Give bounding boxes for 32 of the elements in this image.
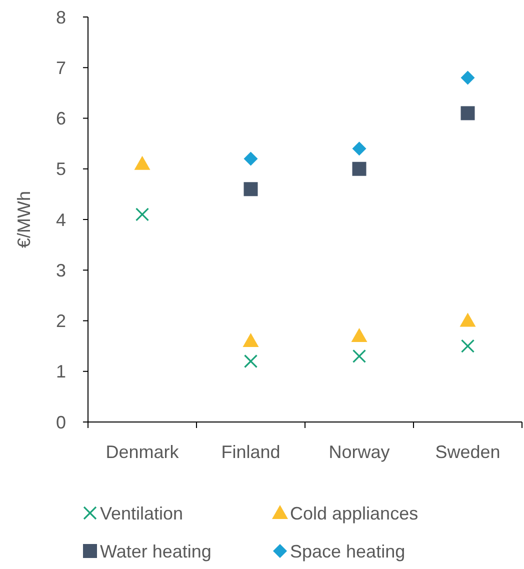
point: [244, 182, 258, 196]
point: [134, 156, 150, 170]
point: [244, 354, 258, 368]
y-tick-label: 6: [56, 108, 66, 129]
point: [352, 142, 366, 156]
point: [460, 312, 476, 327]
point: [242, 333, 259, 347]
legend-label: Ventilation: [100, 503, 184, 524]
point: [135, 208, 150, 222]
legend-label: Water heating: [100, 541, 212, 562]
y-tick-label: 5: [56, 159, 66, 180]
x-tick-label: Norway: [328, 442, 390, 462]
y-axis-title: €/MWh: [14, 190, 34, 248]
legend-label: Cold appliances: [290, 503, 418, 524]
point: [352, 349, 366, 363]
x-tick-label: Finland: [221, 442, 280, 462]
y-tick-label: 1: [56, 362, 66, 382]
point: [244, 152, 258, 166]
y-tick-label: 0: [56, 412, 66, 432]
point: [352, 162, 366, 176]
legend-label: Space heating: [290, 541, 406, 562]
point: [460, 106, 475, 120]
y-tick-label: 4: [56, 210, 66, 230]
y-tick-label: 7: [56, 58, 66, 78]
x-tick-label: Denmark: [106, 442, 180, 462]
y-tick-label: 2: [56, 311, 66, 332]
point: [460, 70, 475, 85]
x-tick-label: Sweden: [435, 442, 500, 462]
point: [351, 328, 368, 342]
point: [460, 339, 475, 353]
y-tick-label: 8: [56, 7, 66, 28]
y-tick-label: 3: [56, 260, 66, 280]
